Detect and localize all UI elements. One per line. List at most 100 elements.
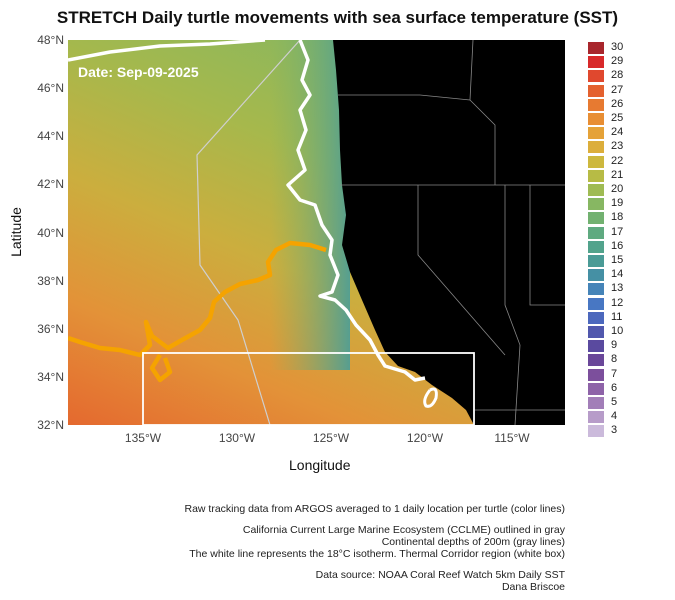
caption-line: Dana Briscoe xyxy=(501,581,565,593)
legend-swatch xyxy=(588,127,604,140)
legend-item: 5 xyxy=(588,396,648,410)
legend-item: 8 xyxy=(588,353,648,367)
legend-item: 26 xyxy=(588,97,648,112)
legend-item: 22 xyxy=(588,154,648,169)
legend-item: 28 xyxy=(588,69,648,83)
x-axis-title: Longitude xyxy=(289,457,351,473)
x-tick: 135°W xyxy=(124,431,162,445)
y-tick: 46°N xyxy=(37,81,64,95)
legend-item: 23 xyxy=(588,140,648,154)
legend-swatch xyxy=(588,70,604,83)
legend-swatch xyxy=(588,255,604,267)
legend-swatch xyxy=(588,368,604,381)
legend-item: 19 xyxy=(588,197,648,211)
y-tick: 38°N xyxy=(37,274,64,288)
legend-label: 26 xyxy=(611,97,624,110)
legend-swatch xyxy=(588,98,604,111)
legend-swatch xyxy=(588,42,604,54)
legend-label: 22 xyxy=(611,154,624,167)
legend-swatch xyxy=(588,382,604,395)
legend-label: 23 xyxy=(611,140,624,153)
legend-item: 15 xyxy=(588,254,648,268)
legend-label: 25 xyxy=(611,112,624,124)
legend-swatch xyxy=(588,169,604,182)
cclme-outline xyxy=(196,40,301,425)
caption-line: The white line represents the 18°C isoth… xyxy=(189,548,565,560)
legend-swatch xyxy=(588,311,604,324)
y-tick: 44°N xyxy=(37,129,64,143)
legend-swatch xyxy=(588,184,604,196)
x-tick: 115°W xyxy=(494,431,530,445)
legend-label: 30 xyxy=(611,41,624,53)
legend-swatch xyxy=(588,411,604,424)
caption-line: California Current Large Marine Ecosyste… xyxy=(242,524,565,536)
legend-swatch xyxy=(588,113,604,125)
y-tick: 32°N xyxy=(37,418,64,432)
legend-swatch xyxy=(588,397,604,409)
legend-swatch xyxy=(588,269,604,282)
legend-item: 16 xyxy=(588,239,648,254)
figure-title: STRETCH Daily turtle movements with sea … xyxy=(56,8,619,27)
y-tick: 48°N xyxy=(37,33,64,47)
legend-item: 11 xyxy=(588,310,648,325)
legend-swatch xyxy=(588,84,604,97)
legend-item: 14 xyxy=(588,268,648,282)
legend-swatch xyxy=(588,226,604,239)
legend-label: 11 xyxy=(611,310,623,323)
legend-label: 10 xyxy=(611,325,624,337)
legend-label: 13 xyxy=(611,282,624,295)
legend-label: 7 xyxy=(611,367,618,380)
legend-item: 24 xyxy=(588,126,648,140)
legend-swatch xyxy=(588,56,604,69)
legend-item: 21 xyxy=(588,168,648,183)
legend-label: 3 xyxy=(611,424,618,437)
state-borders xyxy=(338,40,565,425)
legend-swatch xyxy=(588,297,604,310)
legend-item: 4 xyxy=(588,410,648,424)
legend-item: 29 xyxy=(588,55,648,69)
legend-label: 24 xyxy=(611,126,624,139)
legend-label: 14 xyxy=(611,268,624,281)
legend-item: 10 xyxy=(588,325,648,339)
legend-label: 28 xyxy=(611,69,624,82)
legend-swatch xyxy=(588,425,604,438)
legend-label: 8 xyxy=(611,353,618,366)
legend-item: 13 xyxy=(588,282,648,296)
y-tick: 42°N xyxy=(37,177,64,191)
legend-label: 6 xyxy=(611,381,618,394)
y-tick: 36°N xyxy=(37,322,64,336)
x-tick: 120°W xyxy=(406,431,444,445)
legend-label: 20 xyxy=(611,183,624,195)
legend-label: 29 xyxy=(611,55,624,68)
legend-swatch xyxy=(588,155,604,168)
legend-swatch xyxy=(588,354,604,367)
legend-item: 3 xyxy=(588,424,648,438)
caption-line: Continental depths of 200m (gray lines) xyxy=(381,536,565,548)
y-tick: 40°N xyxy=(37,226,64,240)
legend-label: 4 xyxy=(611,410,618,423)
legend-item: 18 xyxy=(588,211,648,225)
legend-item: 25 xyxy=(588,112,648,126)
x-tick: 130°W xyxy=(218,431,256,445)
legend-label: 12 xyxy=(611,296,624,309)
legend-label: 17 xyxy=(611,225,624,238)
legend-swatch xyxy=(588,240,604,253)
y-tick: 34°N xyxy=(37,370,64,384)
caption-line: Data source: NOAA Coral Reef Watch 5km D… xyxy=(315,569,565,581)
y-axis-title: Latitude xyxy=(7,207,24,257)
thermal-corridor-box xyxy=(142,352,475,425)
turtle-track xyxy=(68,240,327,383)
legend-label: 16 xyxy=(611,239,624,252)
legend-item: 27 xyxy=(588,84,648,98)
legend-label: 19 xyxy=(611,197,624,210)
caption-line: Raw tracking data from ARGOS averaged to… xyxy=(184,503,565,515)
legend-item: 9 xyxy=(588,339,648,353)
legend-swatch xyxy=(588,141,604,154)
legend-label: 21 xyxy=(611,168,624,181)
legend-swatch xyxy=(588,326,604,338)
legend-item: 6 xyxy=(588,381,648,396)
legend-label: 15 xyxy=(611,254,624,266)
legend-item: 12 xyxy=(588,296,648,311)
